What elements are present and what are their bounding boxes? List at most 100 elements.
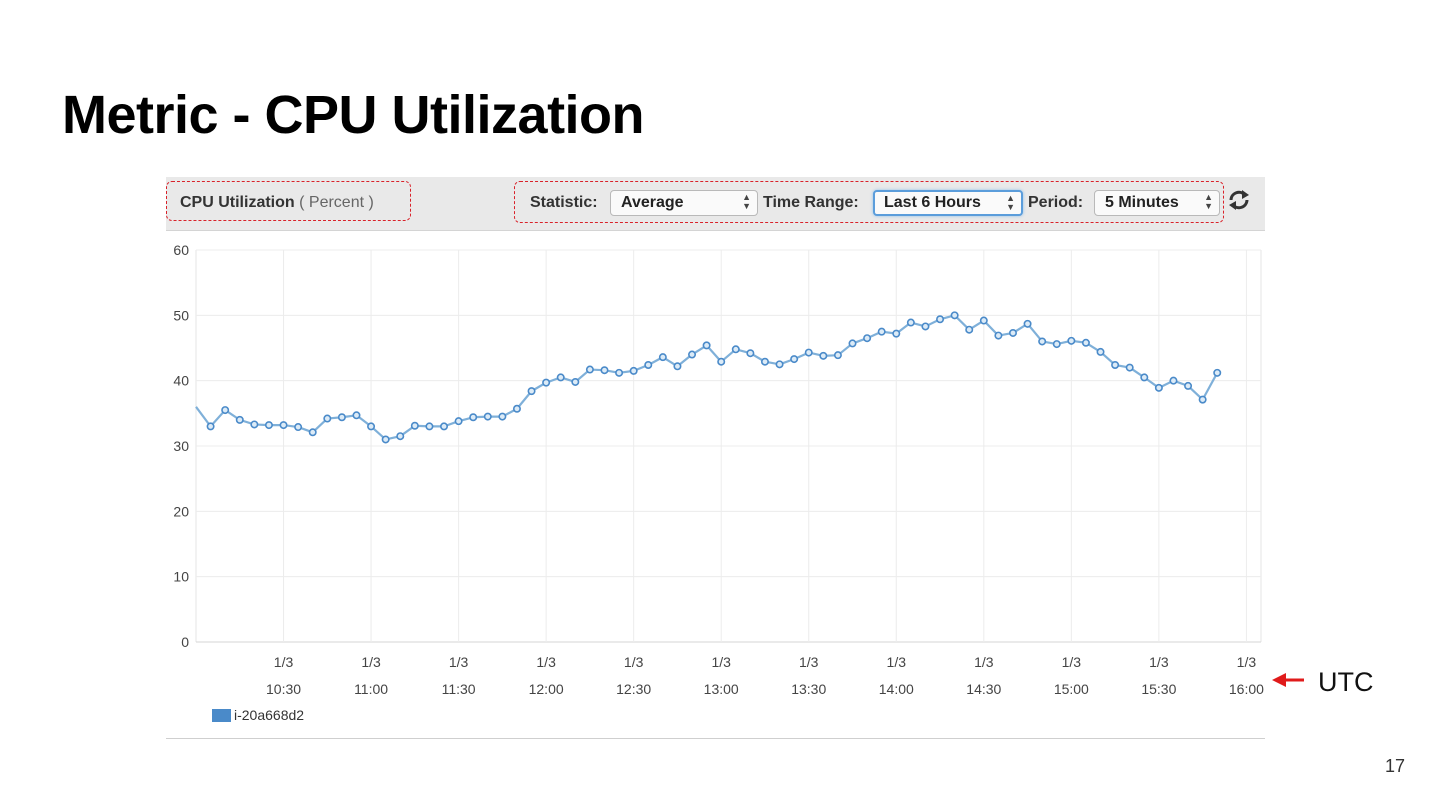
slide-title: Metric - CPU Utilization (62, 85, 645, 145)
metric-title: CPU Utilization ( Percent ) (180, 194, 374, 212)
x-tick-date: 1/3 (624, 654, 644, 670)
metric-unit: ( Percent ) (299, 194, 374, 211)
data-point (1198, 395, 1207, 404)
utc-arrow (1272, 673, 1304, 687)
statistic-label: Statistic: (530, 194, 598, 211)
data-point (994, 331, 1003, 340)
data-point (512, 404, 521, 413)
select-arrows-icon: ▲ ▼ (742, 192, 751, 211)
data-point (396, 432, 405, 441)
utc-annotation: UTC (1318, 667, 1374, 697)
data-point (337, 413, 346, 422)
select-arrows-icon: ▲ ▼ (1006, 193, 1015, 212)
data-point (746, 349, 755, 358)
data-point (1067, 336, 1076, 345)
data-point (410, 421, 419, 430)
data-point (1008, 328, 1017, 337)
data-point (585, 365, 594, 374)
metric-toolbar: CPU Utilization ( Percent ) Statistic: A… (166, 177, 1265, 231)
x-tick-time: 12:00 (529, 681, 564, 697)
data-point (469, 413, 478, 422)
x-tick-date: 1/3 (711, 654, 731, 670)
data-point (877, 327, 886, 336)
data-point (1081, 338, 1090, 347)
data-point (352, 411, 361, 420)
x-axis-ticks: 1/3 10:30 1/3 11:00 1/3 11:30 1/3 12:00 1/3 12:30… (266, 654, 1264, 697)
x-tick-date: 1/3 (1062, 654, 1082, 670)
data-point (294, 423, 303, 432)
data-point (790, 355, 799, 364)
x-tick-time: 15:30 (1141, 681, 1176, 697)
data-point (1169, 376, 1178, 385)
x-tick-date: 1/3 (799, 654, 819, 670)
select-arrows-icon: ▲ ▼ (1204, 192, 1213, 211)
data-point (717, 357, 726, 366)
data-point (235, 415, 244, 424)
time-range-select[interactable]: Last 6 Hours ▲ ▼ (873, 190, 1023, 216)
data-point (425, 422, 434, 431)
data-point (658, 353, 667, 362)
x-tick-date: 1/3 (274, 654, 294, 670)
data-point (1213, 368, 1222, 377)
y-tick-label: 20 (173, 503, 189, 519)
data-point (571, 377, 580, 386)
statistic-value: Average (621, 194, 684, 211)
y-axis-ticks: 0 10 20 30 40 50 60 (173, 242, 189, 650)
x-tick-date: 1/3 (361, 654, 381, 670)
data-point (483, 412, 492, 421)
x-tick-time: 15:00 (1054, 681, 1089, 697)
x-tick-date: 1/3 (536, 654, 556, 670)
metric-highlight-box (166, 181, 411, 221)
chart-grid (195, 249, 1262, 643)
statistic-select[interactable]: Average ▲ ▼ (610, 190, 758, 216)
data-point (367, 422, 376, 431)
data-point (1125, 363, 1134, 372)
period-label: Period: (1028, 194, 1084, 211)
data-point (454, 417, 463, 426)
data-point (440, 422, 449, 431)
data-point (1052, 340, 1061, 349)
data-point (819, 351, 828, 360)
data-point (1140, 373, 1149, 382)
data-point (965, 325, 974, 334)
data-point (760, 357, 769, 366)
data-point (804, 348, 813, 357)
y-tick-label: 50 (173, 307, 189, 323)
refresh-icon[interactable] (1226, 187, 1252, 213)
period-value: 5 Minutes (1105, 194, 1179, 211)
data-point (556, 373, 565, 382)
data-point (629, 366, 638, 375)
data-point (542, 378, 551, 387)
data-point (600, 366, 609, 375)
x-tick-date: 1/3 (1237, 654, 1257, 670)
x-tick-time: 14:30 (966, 681, 1001, 697)
x-tick-time: 10:30 (266, 681, 301, 697)
page-number: 17 (1385, 756, 1406, 776)
data-point (833, 351, 842, 360)
data-point (644, 360, 653, 369)
data-point (221, 406, 230, 415)
y-tick-label: 0 (181, 634, 189, 650)
x-tick-time: 13:30 (791, 681, 826, 697)
data-point (527, 387, 536, 396)
data-point (863, 334, 872, 343)
data-point (1096, 347, 1105, 356)
data-point (250, 420, 259, 429)
data-point (702, 341, 711, 350)
period-select[interactable]: 5 Minutes ▲ ▼ (1094, 190, 1220, 216)
legend-swatch (212, 709, 231, 722)
data-point (731, 345, 740, 354)
data-point (264, 421, 273, 430)
x-tick-time: 16:00 (1229, 681, 1264, 697)
data-point (279, 421, 288, 430)
x-tick-date: 1/3 (449, 654, 469, 670)
data-point (848, 339, 857, 348)
time-range-value: Last 6 Hours (884, 194, 981, 211)
metric-name: CPU Utilization (180, 194, 295, 211)
time-range-label: Time Range: (763, 194, 859, 211)
legend-series-name: i-20a668d2 (234, 707, 305, 723)
x-tick-time: 11:30 (442, 681, 476, 697)
data-point (615, 368, 624, 377)
data-point (921, 322, 930, 331)
